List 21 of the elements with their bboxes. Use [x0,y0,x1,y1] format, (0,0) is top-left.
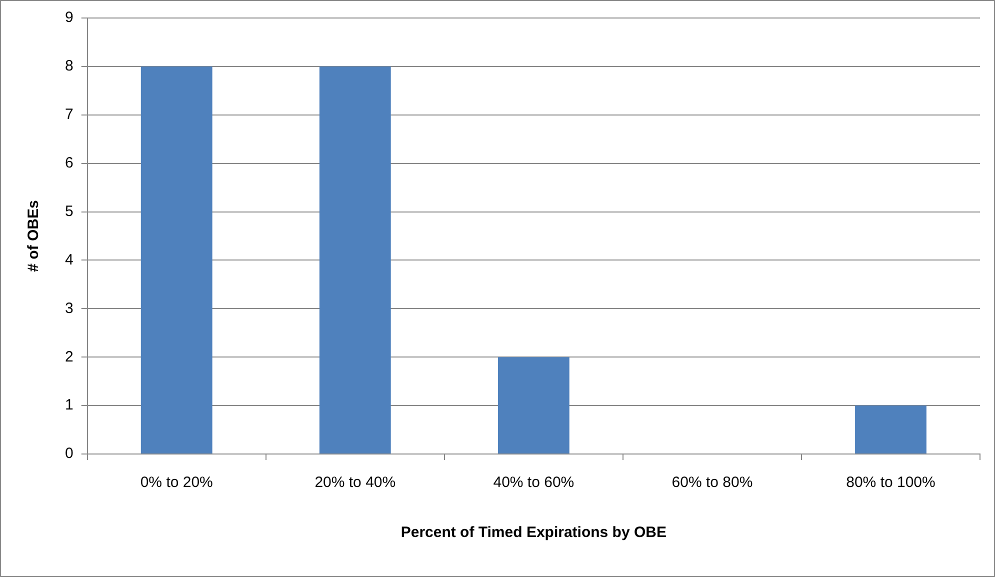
y-tick-label: 2 [65,348,74,366]
y-tick-label: 7 [65,106,74,124]
y-tick-label: 1 [65,396,74,414]
x-tick-label: 60% to 80% [672,474,753,492]
x-axis-title: Percent of Timed Expirations by OBE [400,524,666,542]
y-tick-label: 0 [65,445,74,462]
bar [140,66,212,454]
y-tick-label: 3 [65,300,74,317]
y-axis-title: # of OBEs [25,200,42,272]
bar [855,406,926,454]
bar [319,66,391,454]
bar [498,357,570,454]
x-tick-label: 0% to 20% [140,474,213,492]
x-tick-label: 40% to 60% [493,474,574,492]
x-tick-label: 80% to 100% [846,474,936,492]
y-tick-label: 8 [65,58,74,75]
y-tick-label: 6 [65,154,74,172]
x-tick-label: 20% to 40% [314,474,396,492]
y-tick-label: 4 [65,251,74,268]
y-tick-label: 5 [65,202,74,220]
y-tick-label: 9 [65,9,74,26]
